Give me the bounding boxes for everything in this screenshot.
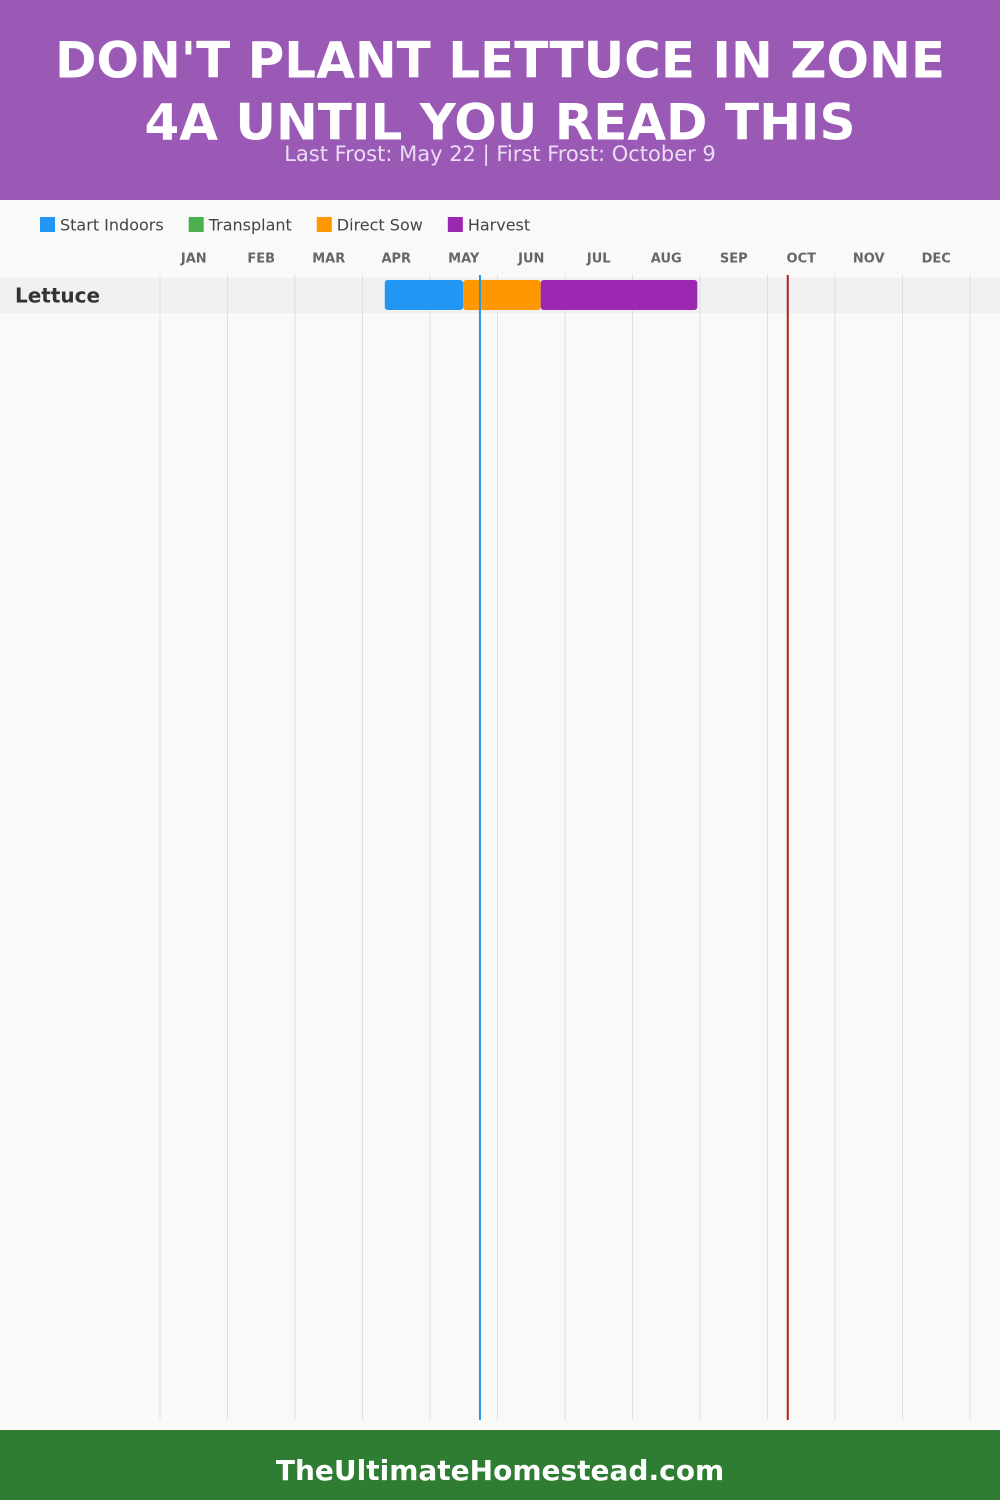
legend-swatch [188,217,204,232]
x-tick-label: OCT [787,252,817,267]
legend-label: Start Indoors [60,216,164,235]
header [0,0,1000,200]
legend-label: Harvest [468,216,530,235]
x-tick-label: NOV [853,252,885,267]
footer-text: TheUltimateHomestead.com [276,1454,724,1487]
row-label: Lettuce [15,284,100,308]
subtitle: Last Frost: May 22 | First Frost: Octobe… [284,142,716,167]
x-tick-label: JUN [517,252,544,267]
x-tick-label: DEC [922,252,951,267]
segment-bar [384,280,464,310]
x-tick-label: MAR [312,252,345,267]
title: 4A UNTIL YOU READ THIS [144,94,855,152]
footer [0,1430,1000,1500]
x-tick-label: MAY [448,252,480,267]
x-tick-label: JAN [180,252,207,267]
x-tick-label: APR [381,252,411,267]
x-tick-label: SEP [720,252,748,267]
legend-swatch [316,217,332,232]
legend-swatch [40,217,55,232]
segment-bar [540,280,698,310]
title: DON'T PLANT LETTUCE IN ZONE [55,32,945,90]
legend-label: Transplant [208,216,292,235]
legend-swatch [447,217,463,232]
segment-bar [463,280,541,310]
x-tick-label: JUL [586,252,611,267]
legend-label: Direct Sow [337,216,423,235]
x-tick-label: AUG [651,252,682,267]
x-tick-label: FEB [247,252,275,267]
